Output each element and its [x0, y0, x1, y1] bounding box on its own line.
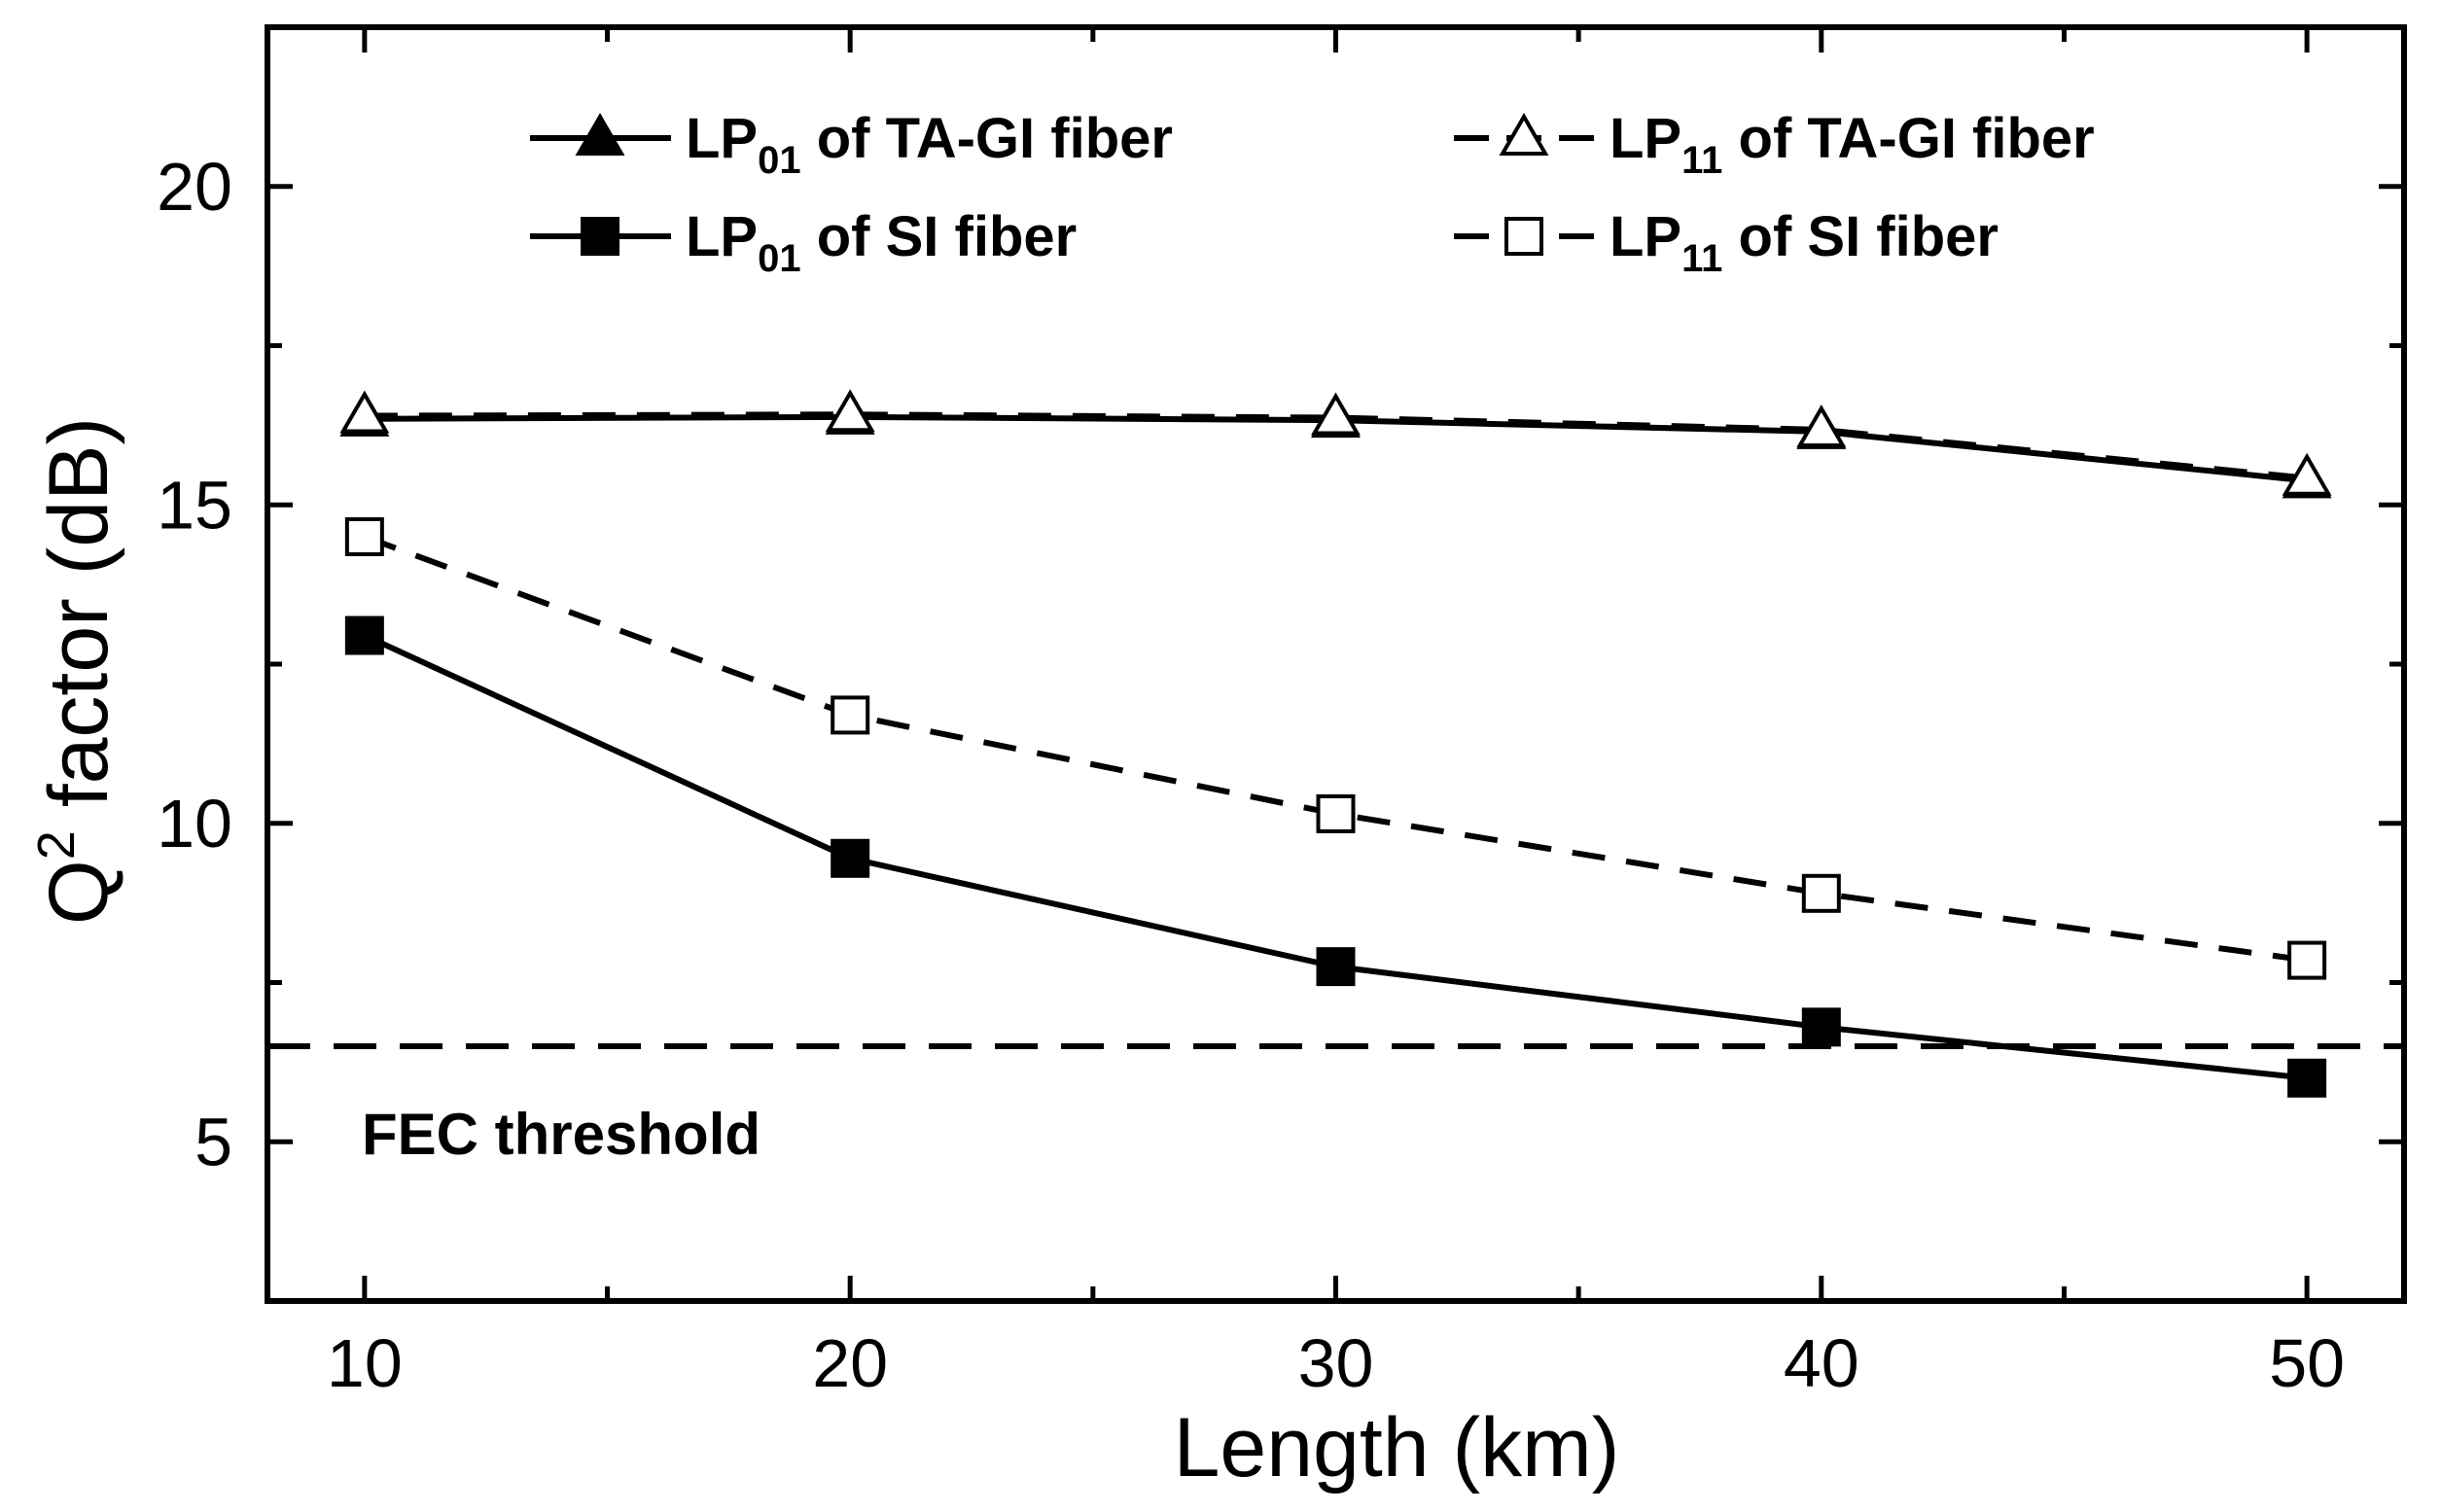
data-point	[2282, 452, 2332, 496]
data-point	[339, 390, 390, 434]
y-axis-title-prefix: Q	[32, 860, 125, 925]
data-point	[1316, 793, 1356, 833]
series-line	[363, 534, 2308, 964]
fec-threshold-label: FEC threshold	[362, 1102, 761, 1167]
x-tick-label: 10	[327, 1325, 403, 1401]
x-tick-label: 50	[2269, 1325, 2345, 1401]
legend-marker	[581, 217, 619, 256]
y-axis-title: Q2 factor (dB)	[27, 417, 125, 925]
data-point	[1311, 392, 1361, 436]
data-point	[1796, 404, 1847, 447]
series-2	[339, 389, 2332, 496]
data-point	[344, 517, 384, 556]
legend: LP01 of TA-GI fiber LP11 of TA-GI fiber LP…	[530, 107, 2095, 280]
data-point	[2287, 1058, 2327, 1098]
y-axis-title-sup: 2	[27, 830, 86, 860]
legend-marker	[1499, 113, 1549, 156]
data-point	[831, 838, 870, 878]
data-point	[825, 389, 875, 433]
y-tick-label: 20	[157, 149, 232, 225]
legend-entry-3: LP01 of SI fiber	[530, 205, 1077, 280]
x-axis-title: Length (km)	[1174, 1401, 1620, 1494]
series-4	[344, 517, 2327, 980]
legend-entry-4: LP11 of SI fiber	[1454, 205, 1999, 280]
x-tick-label: 40	[1784, 1325, 1859, 1401]
y-tick-label: 15	[157, 467, 232, 543]
data-point	[2287, 940, 2327, 980]
series-line	[363, 632, 2308, 1081]
legend-entry-2: LP11 of TA-GI fiber	[1454, 107, 2095, 182]
y-tick-label: 5	[195, 1104, 232, 1179]
legend-label: LP11 of SI fiber	[1610, 205, 1999, 280]
legend-label: LP01 of TA-GI fiber	[686, 107, 1173, 182]
data-point	[831, 695, 870, 735]
data-point	[1801, 1007, 1841, 1047]
legend-label: LP01 of SI fiber	[686, 205, 1077, 280]
data-point	[1801, 873, 1841, 913]
x-tick-label: 30	[1298, 1325, 1374, 1401]
data-point	[344, 615, 384, 655]
series-3	[344, 615, 2327, 1098]
x-tick-label: 20	[812, 1325, 888, 1401]
data-point	[1316, 947, 1356, 987]
legend-marker	[1504, 217, 1543, 256]
legend-label: LP11 of TA-GI fiber	[1610, 107, 2095, 182]
legend-entry-1: LP01 of TA-GI fiber	[530, 107, 1173, 182]
y-axis-title-suffix: factor (dB)	[32, 417, 125, 830]
y-tick-label: 10	[157, 786, 232, 861]
legend-marker	[575, 113, 625, 156]
